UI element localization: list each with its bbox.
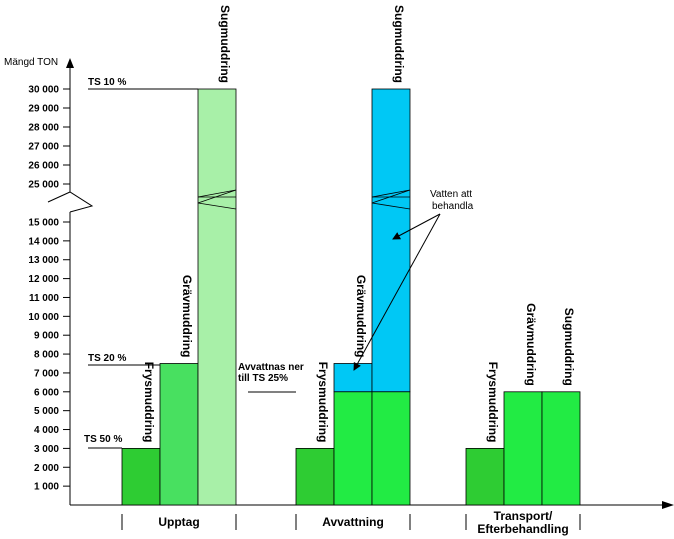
- y-tick-label: 4 000: [34, 425, 59, 436]
- y-tick-label: 1 000: [34, 482, 59, 493]
- y-tick-label: 15 000: [28, 218, 59, 229]
- bar: [465, 447, 505, 506]
- y-tick-label: 3 000: [34, 444, 59, 455]
- bar: [503, 391, 543, 506]
- bar-water-segment: [371, 88, 411, 393]
- y-tick-label: 26 000: [28, 161, 59, 172]
- y-tick-label: 14 000: [28, 236, 59, 247]
- ts50-label: TS 50 %: [84, 434, 122, 445]
- bar-label: Frysmuddring: [142, 362, 156, 443]
- bar-label: Grävmuddring: [354, 275, 368, 358]
- water-arrow-2: [353, 213, 441, 371]
- group-label: Avvattning: [322, 515, 384, 529]
- y-tick-label: 9 000: [34, 331, 59, 342]
- bar-label: Sugmuddring: [218, 5, 232, 83]
- group-label: Transport/: [494, 509, 553, 523]
- y-tick-label: 10 000: [28, 312, 59, 323]
- bar-water-segment: [333, 363, 373, 393]
- water-arrow-1: [392, 213, 441, 240]
- bar-label: Grävmuddring: [180, 275, 194, 358]
- bar: [541, 391, 581, 506]
- y-axis-arrow: [66, 58, 74, 68]
- ts20-label: TS 20 %: [88, 353, 126, 364]
- y-tick-label: 28 000: [28, 123, 59, 134]
- y-tick-label: 7 000: [34, 368, 59, 379]
- bar-label: Grävmuddring: [524, 303, 538, 386]
- y-tick-label: 29 000: [28, 104, 59, 115]
- bar: [121, 447, 161, 506]
- y-tick-label: 2 000: [34, 463, 59, 474]
- bar: [159, 363, 199, 506]
- y-tick-label: 12 000: [28, 274, 59, 285]
- water-note-line1: Vatten att: [430, 189, 472, 200]
- y-axis-label: Mängd TON: [4, 57, 58, 68]
- dewater-note-line2: till TS 25%: [238, 373, 288, 384]
- y-tick-label: 8 000: [34, 350, 59, 361]
- bar-break-mark: [197, 189, 237, 210]
- ts10-label: TS 10 %: [88, 77, 126, 88]
- bar: [295, 447, 335, 506]
- y-tick-label: 13 000: [28, 255, 59, 266]
- y-tick-label: 6 000: [34, 387, 59, 398]
- bar-label: Frysmuddring: [316, 362, 330, 443]
- y-tick-label: 25 000: [28, 180, 59, 191]
- bar-solids-segment: [333, 391, 373, 506]
- group-label: Efterbehandling: [477, 522, 568, 536]
- y-tick-label: 27 000: [28, 142, 59, 153]
- y-tick-label: 30 000: [28, 85, 59, 96]
- water-note-line2: behandla: [432, 201, 474, 212]
- bar-label: Sugmuddring: [562, 308, 576, 386]
- bar-label: Frysmuddring: [486, 362, 500, 443]
- bar-solids-segment: [371, 391, 411, 506]
- dewater-note-line1: Avvattnas ner: [238, 362, 304, 373]
- bar-label: Sugmuddring: [392, 5, 406, 83]
- group-label: Upptag: [158, 515, 199, 529]
- bar: [197, 88, 237, 506]
- x-axis-arrow: [662, 501, 674, 509]
- y-tick-label: 11 000: [29, 293, 59, 304]
- bar-break-mark: [371, 189, 411, 210]
- y-tick-label: 5 000: [34, 406, 59, 417]
- y-axis-break-mark: [47, 191, 94, 213]
